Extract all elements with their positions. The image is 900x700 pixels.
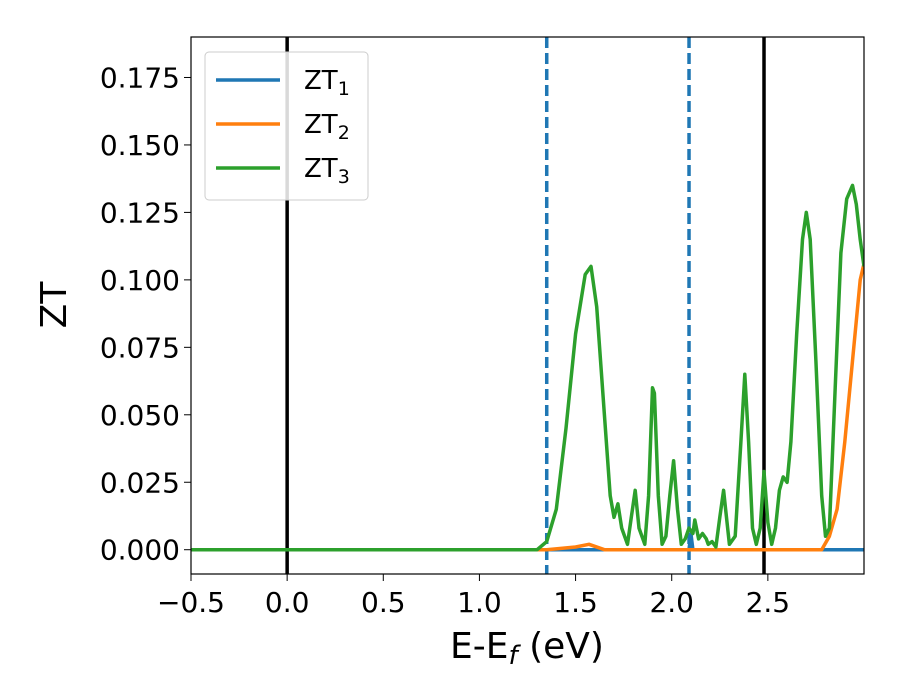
y-tick-label: 0.000 bbox=[100, 534, 180, 567]
x-tick-label: 0.5 bbox=[361, 586, 406, 619]
series-line-3 bbox=[191, 183, 864, 552]
x-tick-label: 0.0 bbox=[265, 586, 310, 619]
x-axis-label: E-Ef (eV) bbox=[450, 626, 604, 671]
x-tick-label: 1.5 bbox=[553, 586, 598, 619]
x-tick-label: 2.0 bbox=[649, 586, 694, 619]
x-tick-label: 2.5 bbox=[746, 586, 791, 619]
legend-label-1: ZT1 bbox=[304, 66, 350, 100]
x-axis-label-main: E-E bbox=[450, 626, 508, 667]
legend-box bbox=[204, 51, 369, 201]
y-tick-label: 0.125 bbox=[100, 196, 180, 229]
legend: ZT1 ZT2 ZT3 bbox=[204, 51, 369, 201]
y-tick-label: 0.100 bbox=[100, 264, 180, 297]
series-lines bbox=[191, 183, 864, 552]
y-tick-label: 0.025 bbox=[100, 466, 180, 499]
legend-label-2: ZT2 bbox=[304, 110, 350, 144]
y-tick-label: 0.050 bbox=[100, 399, 180, 432]
legend-label-3: ZT3 bbox=[304, 154, 350, 188]
x-tick-label: −0.5 bbox=[157, 586, 225, 619]
x-axis: −0.5 0.0 0.5 1.0 1.5 2.0 2.5 bbox=[157, 574, 790, 619]
y-tick-label: 0.175 bbox=[100, 61, 180, 94]
x-axis-label-unit: (eV) bbox=[518, 626, 604, 667]
x-tick-label: 1.0 bbox=[457, 586, 502, 619]
series-line-2 bbox=[191, 263, 864, 552]
y-tick-label: 0.075 bbox=[100, 331, 180, 364]
y-axis-label: ZT bbox=[34, 281, 75, 329]
y-axis: 0.000 0.025 0.050 0.075 0.100 0.125 0.150 0.175 bbox=[100, 61, 191, 567]
plot-frame bbox=[190, 36, 865, 575]
y-tick-label: 0.150 bbox=[100, 129, 180, 162]
